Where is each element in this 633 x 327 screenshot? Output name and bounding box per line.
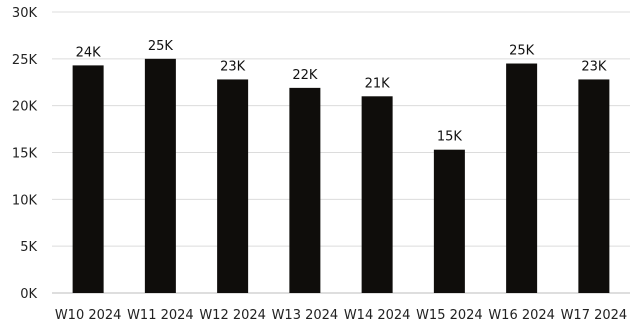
bars xyxy=(72,58,610,294)
x-axis-ticks: W10 2024 W11 2024 W12 2024 W13 2024 W14 2024… xyxy=(55,308,627,323)
x-tick-label: W16 2024 xyxy=(488,308,555,323)
y-axis-ticks: 0K 5K 10K 15K 20K 25K 30K xyxy=(12,6,38,302)
data-label: 23K xyxy=(581,59,607,74)
y-tick-label: 10K xyxy=(12,193,38,208)
bar xyxy=(289,87,321,294)
y-tick-label: 5K xyxy=(20,240,37,255)
bar xyxy=(361,96,393,293)
y-tick-label: 20K xyxy=(12,100,38,115)
data-label: 25K xyxy=(509,44,535,59)
data-label: 22K xyxy=(292,68,318,83)
x-tick-label: W15 2024 xyxy=(416,308,483,323)
x-tick-label: W10 2024 xyxy=(55,308,122,323)
x-tick-label: W13 2024 xyxy=(272,308,339,323)
y-tick-label: 30K xyxy=(12,6,38,21)
y-tick-label: 25K xyxy=(12,53,38,68)
x-tick-label: W12 2024 xyxy=(199,308,266,323)
gridlines xyxy=(52,11,630,294)
x-tick-label: W14 2024 xyxy=(344,308,411,323)
y-tick-label: 0K xyxy=(20,287,37,302)
bar xyxy=(217,79,249,293)
bar xyxy=(578,79,610,293)
bar xyxy=(433,149,465,293)
data-labels: 24K 25K 23K 22K 21K 15K 25K 23K xyxy=(76,39,607,145)
data-label: 23K xyxy=(220,59,246,74)
x-tick-label: W17 2024 xyxy=(561,308,628,323)
bar xyxy=(72,65,104,293)
bar xyxy=(506,63,538,294)
data-label: 21K xyxy=(365,76,391,91)
data-label: 24K xyxy=(76,45,102,60)
data-label: 25K xyxy=(148,39,174,54)
bar xyxy=(144,58,176,294)
data-label: 15K xyxy=(437,130,463,145)
y-tick-label: 15K xyxy=(12,147,38,162)
x-tick-label: W11 2024 xyxy=(127,308,194,323)
